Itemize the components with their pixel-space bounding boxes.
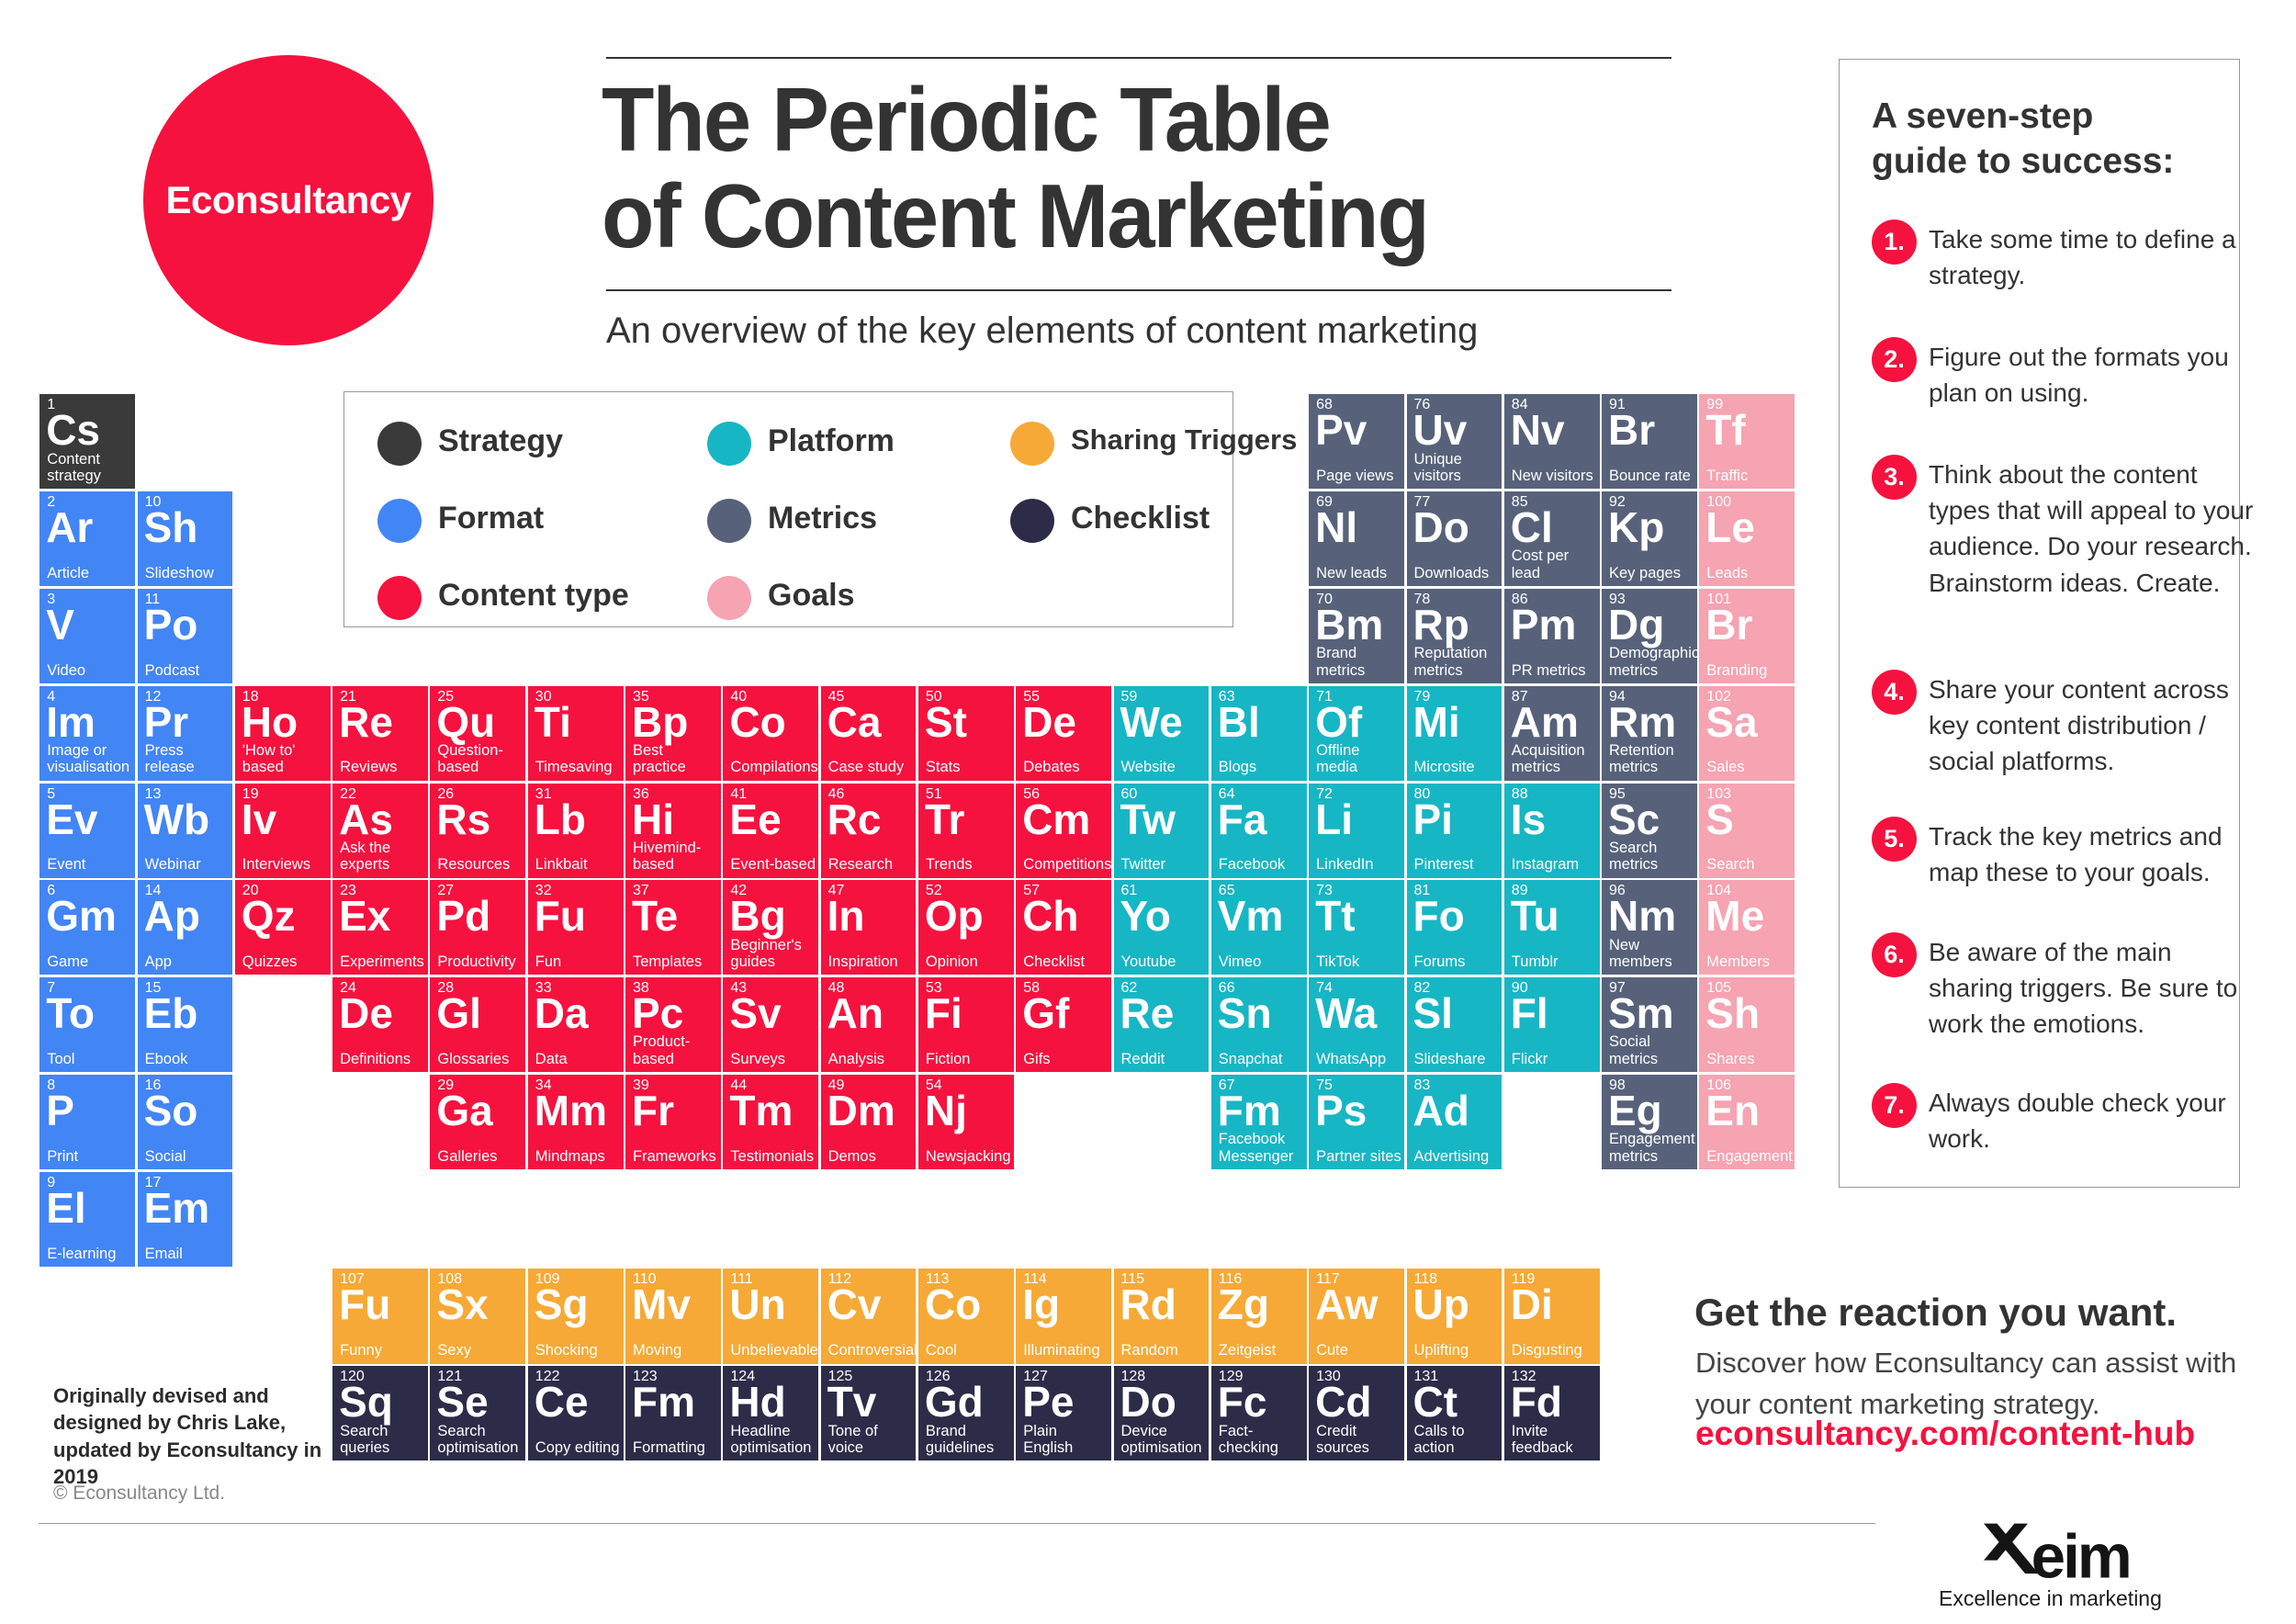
svg-text:eim: eim [2032,1523,2130,1592]
